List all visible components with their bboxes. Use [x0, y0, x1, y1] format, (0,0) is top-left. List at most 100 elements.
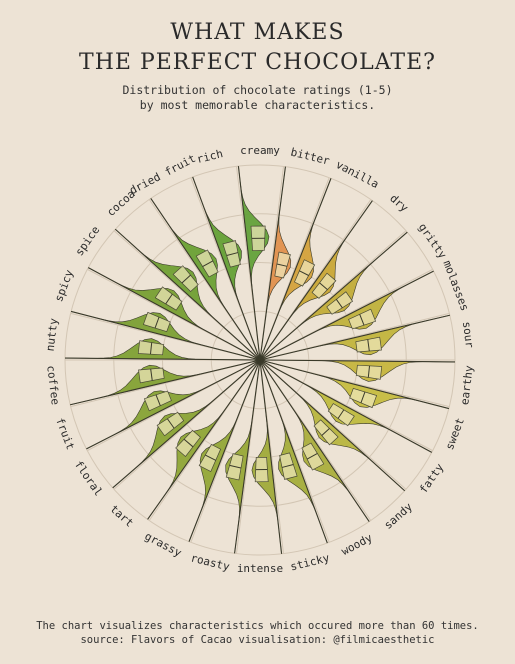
box	[326, 291, 354, 315]
violin-baseline	[259, 231, 408, 361]
violin-earthy	[259, 359, 456, 382]
violin-baseline	[147, 359, 261, 520]
violin-baseline	[259, 200, 373, 361]
category-label: sweet	[443, 416, 467, 452]
box-median	[150, 368, 153, 381]
category-label: dried fruit	[127, 152, 198, 197]
box-median	[229, 464, 242, 469]
violin-sticky	[259, 359, 328, 544]
violin-baseline	[259, 359, 449, 410]
category-label: earthy	[458, 364, 476, 405]
chart-subtitle-line-1: Distribution of chocolate ratings (1-5)	[122, 83, 393, 97]
box	[327, 403, 355, 427]
box	[172, 265, 199, 292]
footer-source: source: Flavors of Cacao visualisation: …	[80, 634, 435, 646]
violin-dried-fruit	[150, 198, 261, 361]
footer-note: The chart visualizes characteristics whi…	[36, 620, 479, 632]
box	[301, 442, 325, 471]
box	[175, 429, 201, 458]
box-median	[205, 454, 216, 461]
box-median	[321, 428, 330, 436]
violin-baseline	[237, 166, 261, 361]
category-label: sticky	[289, 551, 331, 573]
violin-baseline	[259, 314, 450, 361]
category-label: woody	[339, 531, 375, 558]
violin-spicy	[71, 310, 261, 361]
category-label: sandy	[382, 500, 416, 532]
violin-grassy	[188, 359, 261, 542]
box	[154, 286, 183, 311]
violin-tart	[147, 359, 261, 520]
category-label: spicy	[52, 268, 76, 304]
chart-title-line-2: THE PERFECT CHOCOLATE?	[79, 50, 436, 75]
category-label: bitter	[289, 146, 331, 168]
box-median	[359, 314, 365, 326]
violin-baseline	[188, 359, 261, 542]
box-median	[367, 339, 370, 352]
violin-baseline	[87, 267, 261, 361]
category-label: floral	[72, 458, 105, 498]
chart-title-line-1: WHAT MAKES	[170, 20, 345, 45]
violin-baseline	[70, 359, 261, 406]
box-median	[335, 299, 343, 309]
violin-cocoa	[114, 228, 261, 361]
violin-bitter	[259, 166, 292, 361]
category-label: intense	[237, 562, 283, 575]
box-median	[154, 316, 160, 329]
box-median	[319, 282, 328, 290]
violin-roasty	[225, 359, 261, 554]
violin-baseline	[259, 178, 332, 361]
violin-molasses	[259, 270, 434, 361]
box-median	[183, 438, 194, 448]
violin-baseline	[259, 359, 433, 453]
violin-coffee	[70, 359, 261, 406]
violin-dry	[259, 200, 373, 361]
violin-baseline	[150, 198, 261, 361]
box-median	[306, 453, 318, 460]
violin-baseline	[259, 166, 286, 361]
box-median	[166, 418, 175, 429]
box-median	[281, 464, 294, 468]
violin-gritty	[259, 231, 408, 361]
violin-baseline	[259, 359, 283, 554]
box-median	[155, 394, 161, 406]
box	[311, 272, 337, 299]
violin-baseline	[259, 359, 406, 492]
box-median	[276, 263, 288, 267]
box-median	[337, 409, 345, 419]
box	[195, 249, 219, 278]
violin-baseline	[112, 359, 261, 489]
category-label: rich	[195, 147, 224, 166]
category-label: sour	[460, 321, 476, 349]
box-median	[299, 270, 309, 276]
violin-vanilla	[259, 178, 332, 361]
category-label: grassy	[143, 530, 185, 560]
box-median	[149, 342, 153, 355]
category-label: fruit	[53, 416, 77, 452]
box-median	[360, 391, 366, 404]
violin-layer	[64, 166, 456, 554]
box	[198, 444, 222, 472]
violin-baseline	[71, 310, 261, 361]
box-median	[367, 365, 371, 378]
category-label: molasses	[440, 259, 471, 313]
violin-baseline	[192, 176, 261, 361]
violin-baseline	[234, 359, 261, 554]
violin-baseline	[259, 359, 455, 363]
chart-subtitle-line-2: by most memorable characteristics.	[139, 98, 376, 112]
box	[313, 419, 339, 446]
category-label: gritty	[416, 221, 449, 261]
violin-woody	[259, 359, 370, 522]
violin-baseline	[259, 270, 434, 361]
violin-baseline	[114, 228, 261, 361]
category-label: nutty	[44, 317, 61, 352]
category-label: dry	[387, 192, 411, 215]
violin-baseline	[259, 359, 370, 522]
box-median	[202, 260, 214, 267]
violin-baseline	[86, 359, 261, 450]
category-label: vanilla	[334, 158, 381, 191]
violin-sweet	[259, 359, 449, 410]
violin-creamy	[237, 166, 270, 361]
category-label: roasty	[189, 551, 231, 573]
